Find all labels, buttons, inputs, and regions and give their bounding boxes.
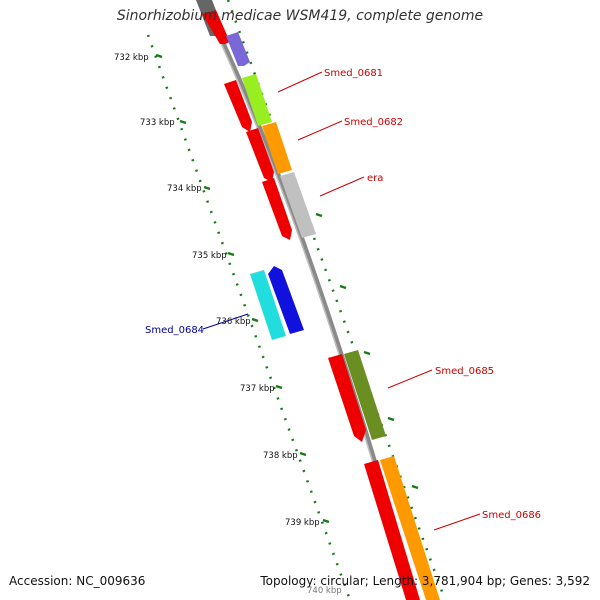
gene-label-smed0681[interactable]: Smed_0681: [324, 68, 383, 79]
gene-label-smed0686[interactable]: Smed_0686: [482, 510, 541, 521]
leader-smed0682: [297, 120, 343, 141]
cds-feature-top-red[interactable]: [202, 10, 230, 44]
tick-label-737: 737 kbp: [240, 384, 275, 394]
cds-smed0685-olive[interactable]: [344, 350, 386, 440]
accession-text: Accession: NC_009636: [9, 574, 146, 588]
cds-smed0681-red[interactable]: [224, 80, 252, 132]
cds-era-silver[interactable]: [280, 172, 316, 238]
tick-label-734: 734 kbp: [167, 184, 202, 194]
ruler-major-ticks: [155, 53, 419, 524]
leader-smed0681: [277, 71, 323, 93]
leader-era: [319, 176, 365, 197]
cds-smed0684-cyan[interactable]: [250, 270, 286, 340]
cds-smed0682-orange[interactable]: [262, 122, 292, 174]
cds-smed0682-red[interactable]: [246, 128, 274, 182]
tick-label-733: 733 kbp: [140, 118, 175, 128]
page-title: Sinorhizobium medicae WSM419, complete g…: [116, 8, 484, 24]
leader-smed0686: [433, 513, 481, 531]
kbp-ruler-outer: [146, 34, 352, 600]
tick-label-736: 736 kbp: [216, 317, 251, 327]
gene-label-smed0682[interactable]: Smed_0682: [344, 117, 403, 128]
tick-label-739: 739 kbp: [285, 518, 320, 528]
kbp-ruler-inner: [226, 0, 447, 600]
cds-smed0685-red[interactable]: [328, 354, 366, 442]
cds-smed0686-orange[interactable]: [380, 456, 440, 600]
genome-summary-text: Topology: circular; Length: 3,781,904 bp…: [260, 574, 590, 588]
gene-label-smed0684[interactable]: Smed_0684: [145, 325, 204, 336]
cds-smed0681-lime[interactable]: [242, 74, 272, 126]
tick-label-738: 738 kbp: [263, 451, 298, 461]
leader-smed0684: [202, 313, 249, 330]
tick-label-732: 732 kbp: [114, 53, 149, 63]
gene-label-smed0685[interactable]: Smed_0685: [435, 366, 494, 377]
cds-era-red[interactable]: [262, 178, 292, 240]
cds-smed0686-red[interactable]: [364, 460, 420, 600]
gene-label-era[interactable]: era: [367, 173, 383, 184]
cds-feature-top-purple[interactable]: [226, 32, 250, 66]
tick-label-740: 740 kbp: [307, 586, 342, 596]
tick-label-735: 735 kbp: [192, 251, 227, 261]
cds-smed0684-blue[interactable]: [268, 266, 304, 334]
leader-smed0685: [387, 369, 433, 389]
